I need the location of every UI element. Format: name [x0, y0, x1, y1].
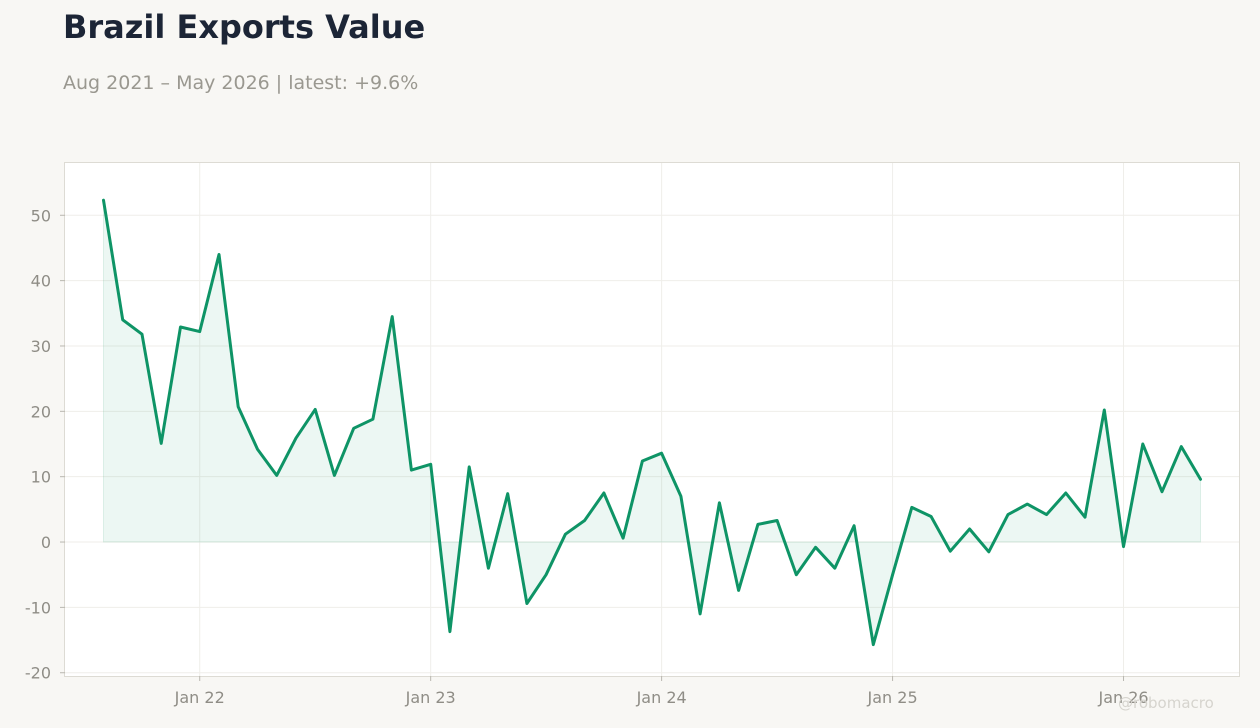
data-point	[525, 602, 528, 605]
data-point	[121, 318, 124, 321]
data-point	[275, 474, 278, 477]
data-point	[1007, 513, 1010, 516]
y-tick-label: 40	[31, 272, 51, 291]
data-point	[1026, 503, 1029, 506]
data-point	[237, 405, 240, 408]
data-point	[198, 330, 201, 333]
x-tick-label: Jan 24	[636, 688, 687, 707]
data-point	[987, 550, 990, 553]
data-point	[506, 492, 509, 495]
data-point	[218, 253, 221, 256]
x-tick-label: Jan 26	[1097, 688, 1148, 707]
data-point	[1045, 513, 1048, 516]
series-line-path	[102, 198, 1202, 647]
data-point	[930, 515, 933, 518]
data-point	[949, 550, 952, 553]
data-point	[891, 573, 894, 576]
y-tick-label: -10	[25, 598, 51, 617]
data-point	[795, 573, 798, 576]
data-point	[1064, 492, 1067, 495]
data-point	[429, 463, 432, 466]
data-point	[660, 452, 663, 455]
y-tick-label: 50	[31, 206, 51, 225]
data-point	[1122, 545, 1125, 548]
data-point	[545, 573, 548, 576]
y-tick-label: 10	[31, 468, 51, 487]
watermark: @robomacro	[1118, 694, 1214, 712]
data-point	[256, 448, 259, 451]
data-point	[487, 567, 490, 570]
data-point	[679, 495, 682, 498]
data-point	[641, 460, 644, 463]
series-line	[102, 198, 1202, 647]
data-point	[1103, 409, 1106, 412]
data-point	[314, 408, 317, 411]
data-point	[352, 427, 355, 430]
y-tick-label: 30	[31, 337, 51, 356]
data-point	[333, 474, 336, 477]
data-point	[968, 528, 971, 531]
data-point	[1199, 478, 1202, 481]
data-point	[295, 437, 298, 440]
data-point	[160, 442, 163, 445]
data-point	[853, 524, 856, 527]
data-point	[872, 643, 875, 646]
data-point	[468, 465, 471, 468]
x-tick-label: Jan 23	[405, 688, 456, 707]
data-point	[1180, 445, 1183, 448]
data-point	[1084, 516, 1087, 519]
data-point	[737, 589, 740, 592]
data-point	[102, 199, 105, 202]
data-point	[371, 418, 374, 421]
data-point	[814, 546, 817, 549]
data-point	[141, 333, 144, 336]
data-point	[622, 537, 625, 540]
data-point	[564, 533, 567, 536]
data-point	[910, 506, 913, 509]
data-point	[776, 519, 779, 522]
data-point	[1141, 443, 1144, 446]
data-point	[756, 523, 759, 526]
data-point	[391, 315, 394, 318]
x-tick-label: Jan 25	[867, 688, 918, 707]
chart-subtitle: Aug 2021 – May 2026 | latest: +9.6%	[63, 72, 419, 94]
y-axis: 50 40 30 20 10 0 -10 -20	[25, 206, 65, 683]
data-point	[1161, 490, 1164, 493]
data-point	[699, 612, 702, 615]
data-point	[833, 567, 836, 570]
data-point	[583, 519, 586, 522]
data-point	[602, 492, 605, 495]
y-tick-label: -20	[25, 664, 51, 683]
data-point	[179, 326, 182, 329]
chart-title: Brazil Exports Value	[63, 8, 426, 46]
y-tick-label: 0	[41, 533, 51, 552]
plot-area	[64, 162, 1240, 677]
data-point	[718, 501, 721, 504]
x-tick-label: Jan 22	[174, 688, 225, 707]
y-tick-label: 20	[31, 402, 51, 421]
data-point	[410, 469, 413, 472]
x-axis: Jan 22 Jan 23 Jan 24 Jan 25 Jan 26	[174, 676, 1149, 707]
data-point	[448, 630, 451, 633]
gridlines	[65, 163, 1239, 676]
